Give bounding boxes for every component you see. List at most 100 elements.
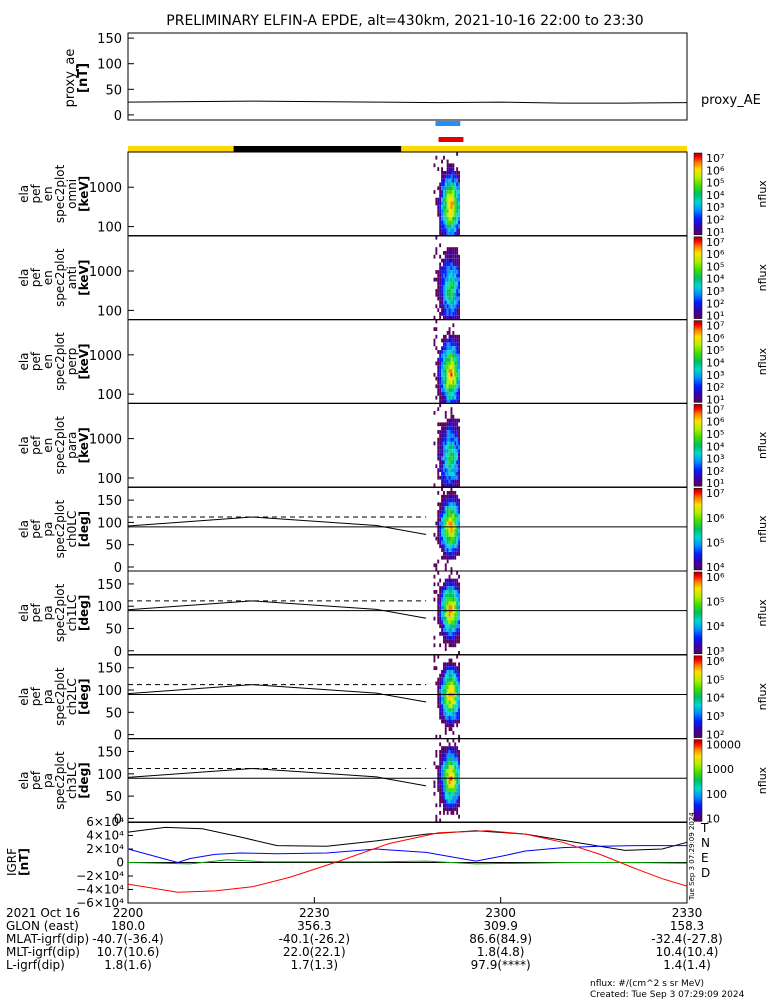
heatmap-cell	[444, 209, 447, 213]
heatmap-cell	[448, 586, 451, 590]
heatmap-cell	[443, 635, 445, 640]
heatmap-cell	[441, 673, 443, 678]
colorbar-tick-label: 10⁶	[706, 164, 725, 177]
heatmap-cell	[452, 666, 455, 670]
ytick-label: 100	[97, 221, 122, 236]
colorbar-unit: nflux	[756, 515, 769, 543]
status-segment	[128, 146, 234, 152]
heatmap-cell	[446, 769, 449, 773]
heatmap-cell	[448, 308, 451, 312]
heatmap-cell	[439, 784, 442, 789]
heatmap-cell	[454, 624, 457, 629]
heatmap-cell	[454, 361, 457, 366]
heatmap-cell	[446, 369, 449, 373]
heatmap-cell	[458, 224, 460, 229]
heatmap-cell	[443, 388, 445, 392]
heatmap-cell	[450, 769, 453, 773]
heatmap-cell	[441, 361, 443, 366]
heatmap-cell	[446, 422, 449, 427]
heatmap-cell	[446, 532, 449, 537]
heatmap-cell	[456, 258, 459, 263]
heatmap-cell	[458, 628, 460, 632]
ytick-label: 100	[97, 768, 122, 783]
heatmap-cell	[458, 171, 460, 175]
heatmap-cell	[439, 243, 442, 248]
heatmap-cell	[458, 197, 460, 202]
blue-bar	[435, 121, 461, 126]
heatmap-cell	[439, 197, 442, 202]
heatmap-cell	[437, 612, 440, 617]
heatmap-cell	[443, 799, 445, 804]
heatmap-cell	[439, 312, 442, 316]
heatmap-cell	[439, 353, 442, 358]
heatmap-cell	[448, 433, 451, 438]
heatmap-cell	[456, 639, 459, 644]
heatmap-cell	[454, 312, 457, 316]
heatmap-cell	[443, 193, 445, 198]
heatmap-cell	[450, 174, 453, 179]
heatmap-cell	[448, 670, 451, 674]
heatmap-cell	[450, 761, 453, 766]
heatmap-cell	[458, 605, 460, 610]
footer-row-value: 1.7(1.3)	[291, 958, 339, 972]
heatmap-cell	[441, 212, 443, 217]
heatmap-cell	[448, 631, 451, 636]
heatmap-cell	[437, 571, 440, 575]
heatmap-cell	[454, 700, 457, 705]
heatmap-cell	[446, 197, 449, 202]
heatmap-cell	[441, 788, 443, 792]
footer-row-value: 2200	[113, 906, 144, 920]
heatmap-cell	[454, 620, 457, 625]
heatmap-cell	[448, 536, 451, 541]
heatmap-cell	[439, 605, 442, 610]
heatmap-cell	[437, 273, 440, 278]
heatmap-cell	[448, 312, 451, 316]
heatmap-cell	[452, 620, 455, 625]
heatmap-cell	[448, 784, 451, 789]
heatmap-cell	[441, 452, 443, 457]
heatmap-cell	[437, 772, 440, 777]
heatmap-cell	[458, 552, 460, 556]
colorbar-tick-label: 10⁴	[706, 357, 725, 370]
heatmap-cell	[443, 803, 445, 808]
heatmap-cell	[454, 578, 457, 583]
heatmap-cell	[456, 312, 459, 316]
colorbar-tick-label: 10⁴	[706, 561, 725, 574]
colorbar-tick-label: 10	[706, 812, 720, 825]
heatmap-cell	[450, 365, 453, 370]
heatmap-cell	[439, 643, 442, 648]
heatmap-cell	[458, 441, 460, 446]
heatmap-cell	[454, 746, 457, 750]
heatmap-cell	[444, 605, 447, 610]
heatmap-cell	[444, 635, 447, 640]
heatmap-cell	[437, 593, 440, 598]
heatmap-cell	[456, 586, 459, 590]
heatmap-cell	[437, 281, 440, 286]
heatmap-cell	[448, 468, 451, 472]
heatmap-cell	[448, 483, 451, 488]
heatmap-cell	[437, 582, 440, 587]
heatmap-cell	[448, 437, 451, 442]
heatmap-cell	[448, 327, 451, 331]
heatmap-cell	[444, 612, 447, 617]
heatmap-cell	[441, 631, 443, 636]
panel-ylabel-line: para	[65, 432, 79, 459]
heatmap-cell	[456, 308, 459, 312]
heatmap-cell	[441, 289, 443, 293]
heatmap-cell	[437, 449, 440, 453]
heatmap-cell	[450, 487, 453, 491]
heatmap-cell	[446, 620, 449, 625]
heatmap-cell	[443, 631, 445, 636]
igrf-panel: 6×10⁴4×10⁴2×10⁴0−2×10⁴−4×10⁴−6×10⁴TNEDIG…	[5, 812, 710, 910]
heatmap-cell	[458, 254, 460, 259]
heatmap-cell	[443, 662, 445, 667]
heatmap-cell	[433, 327, 436, 331]
colorbar-tick-label: 10⁷	[706, 403, 724, 416]
heatmap-cell	[443, 510, 445, 514]
heatmap-cell	[443, 780, 445, 785]
heatmap-cell	[452, 761, 455, 766]
heatmap-cell	[452, 418, 455, 423]
heatmap-cell	[450, 582, 453, 587]
